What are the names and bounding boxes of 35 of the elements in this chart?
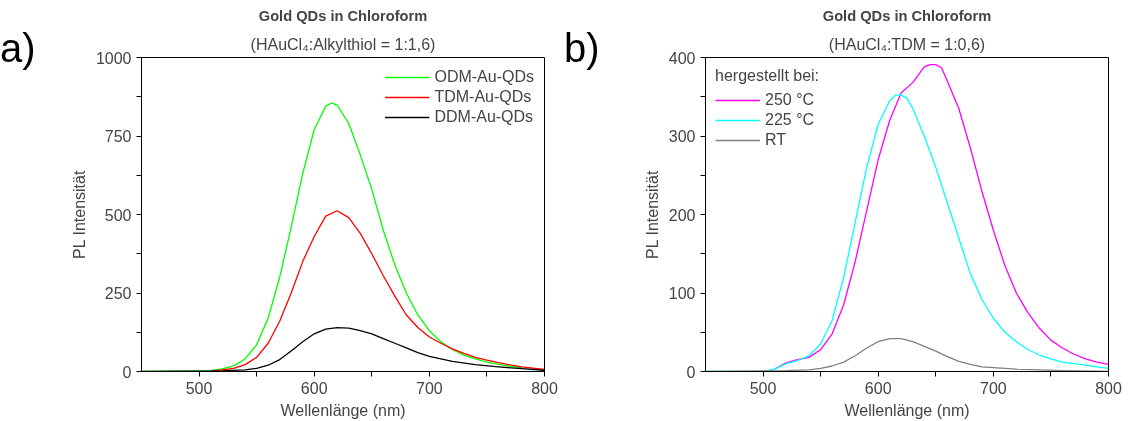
legend-label: DDM-Au-QDs (434, 108, 534, 126)
legend-label: 225 °C (765, 111, 815, 129)
legend-label: 250 °C (765, 91, 815, 109)
legend-label: ODM-Au-QDs (434, 68, 534, 86)
legend-title: hergestellt bei: (715, 67, 820, 85)
x-tick-label: 800 (1095, 379, 1122, 397)
x-axis-title: Wellenlänge (nm) (280, 401, 406, 419)
y-tick-label: 0 (122, 363, 132, 381)
legend-label: RT (765, 131, 787, 149)
y-tick-label: 250 (104, 285, 132, 302)
x-tick-label: 800 (531, 379, 558, 397)
y-tick-label: 200 (668, 206, 696, 224)
y-tick-label: 750 (104, 128, 132, 145)
y-axis-title: PL Intensität (70, 170, 88, 259)
y-axis-title: PL Intensität (643, 170, 661, 259)
y-tick-label: 300 (668, 128, 696, 145)
y-tick-label: 400 (668, 49, 696, 67)
x-axis-title: Wellenlänge (nm) (844, 401, 970, 419)
x-tick-label: 500 (185, 379, 213, 397)
y-tick-label: 500 (104, 206, 132, 224)
chart-title: Gold QDs in Chloroform (258, 7, 428, 24)
y-tick-label: 0 (686, 363, 696, 381)
text: a) (0, 25, 36, 72)
text: b) (564, 25, 600, 72)
y-tick-label: 1000 (95, 49, 132, 67)
x-tick-label: 500 (749, 379, 777, 397)
chart-title: Gold QDs in Chloroform (822, 7, 992, 24)
chart-subtitle: (HAuCl₄:Alkylthiol = 1:1,6) (250, 35, 436, 53)
chart-subtitle: (HAuCl₄:TDM = 1:0,6) (828, 35, 986, 53)
legend-label: TDM-Au-QDs (434, 88, 532, 106)
y-tick-label: 100 (668, 285, 696, 302)
x-tick-label: 600 (300, 379, 328, 397)
x-tick-label: 700 (416, 379, 443, 397)
x-tick-label: 700 (980, 379, 1007, 397)
x-tick-label: 600 (864, 379, 892, 397)
